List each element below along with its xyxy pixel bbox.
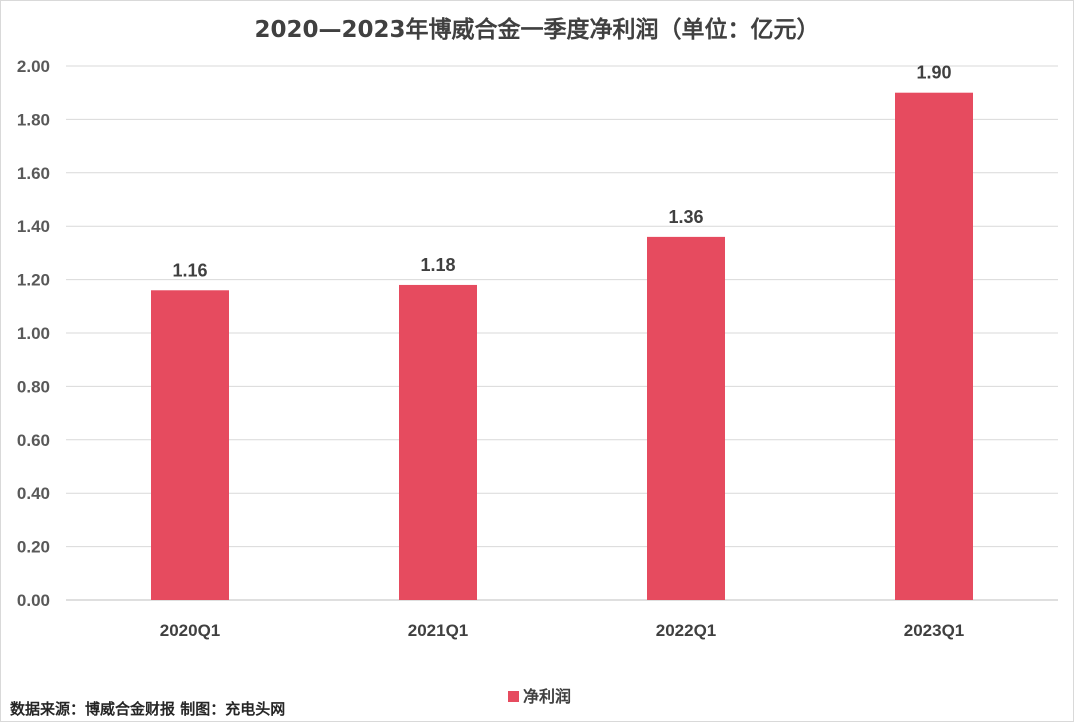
y-tick-label: 0.00: [17, 591, 50, 610]
legend-swatch: [508, 691, 519, 702]
y-tick-label: 1.00: [17, 324, 50, 343]
y-tick-label: 0.80: [17, 377, 50, 396]
source-note: 数据来源：博威合金财报 制图：充电头网: [10, 700, 285, 718]
bar: [399, 284, 477, 600]
data-label: 1.18: [420, 255, 455, 275]
bar: [895, 92, 973, 600]
data-label: 1.16: [172, 260, 207, 280]
gridlines: [66, 65, 1058, 601]
legend-label: 净利润: [523, 687, 571, 706]
y-tick-label: 0.60: [17, 431, 50, 450]
y-tick-label: 1.60: [17, 164, 50, 183]
data-label: 1.90: [916, 63, 951, 83]
data-labels: 1.16 1.18 1.36 1.90: [172, 63, 951, 281]
x-tick-label: 2022Q1: [656, 621, 717, 640]
bar: [151, 290, 229, 600]
y-tick-label: 0.20: [17, 538, 50, 557]
y-tick-label: 1.40: [17, 217, 50, 236]
data-label: 1.36: [668, 207, 703, 227]
x-axis-ticks: 2020Q1 2021Q1 2022Q1 2023Q1: [160, 621, 965, 640]
y-tick-label: 1.20: [17, 271, 50, 290]
y-tick-label: 0.40: [17, 484, 50, 503]
x-tick-label: 2020Q1: [160, 621, 221, 640]
y-tick-label: 2.00: [17, 57, 50, 76]
y-tick-label: 1.80: [17, 110, 50, 129]
chart-title: 2020—2023年博威合金一季度净利润（单位：亿元）: [254, 16, 819, 43]
y-axis-ticks: 0.00 0.20 0.40 0.60 0.80 1.00 1.20 1.40 1.60 1.80…: [17, 57, 50, 610]
legend: 净利润: [508, 687, 571, 706]
x-tick-label: 2023Q1: [904, 621, 965, 640]
x-tick-label: 2021Q1: [408, 621, 469, 640]
bar: [647, 236, 725, 600]
bars: [151, 92, 973, 600]
